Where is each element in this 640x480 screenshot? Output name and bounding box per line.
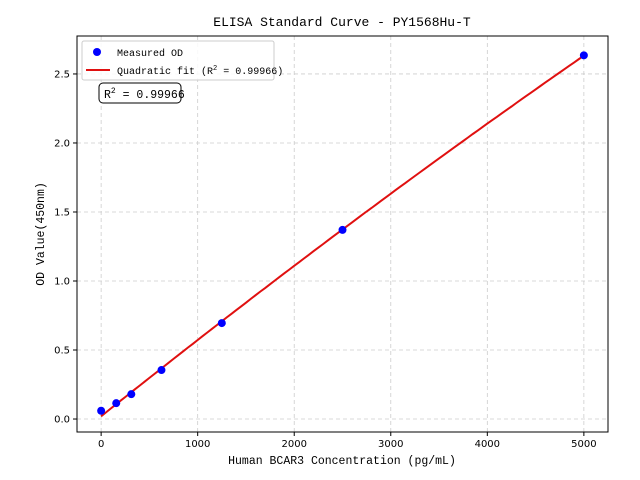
r2-text: R2 = 0.99966 (104, 87, 185, 102)
legend-fit-prefix: Quadratic fit (R (117, 66, 213, 78)
x-tick-label: 2000 (282, 439, 307, 450)
legend: Measured OD Quadratic fit (R2 = 0.99966) (81, 40, 283, 81)
legend-box (81, 40, 275, 81)
x-axis-label: Human BCAR3 Concentration (pg/mL) (228, 455, 456, 468)
data-point (157, 366, 166, 375)
x-tick-label: 4000 (475, 439, 500, 450)
x-tick-label: 3000 (378, 439, 403, 450)
legend-fit-sup: 2 (213, 65, 217, 73)
data-point (97, 406, 106, 415)
y-tick-label: 2.5 (54, 69, 70, 80)
y-tick-label: 0.0 (54, 415, 70, 426)
fit-line (100, 54, 585, 418)
plot-frame (76, 35, 609, 433)
x-tick-label: 1000 (185, 439, 210, 450)
y-tick-label: 0.5 (54, 346, 70, 357)
marks (97, 51, 588, 418)
r2-sup: 2 (111, 87, 116, 96)
data-point (217, 319, 226, 328)
grid (77, 36, 608, 432)
r2-prefix: R (104, 89, 111, 102)
legend-label-fit: Quadratic fit (R2 = 0.99966) (117, 65, 283, 78)
data-point (127, 390, 136, 399)
r2-box (98, 82, 182, 104)
x-tick-label: 5000 (571, 439, 596, 450)
y-tick-label: 1.5 (54, 207, 70, 218)
y-tick-label: 2.0 (54, 138, 70, 149)
r2-annotation: R2 = 0.99966 (98, 82, 185, 104)
legend-label-measured: Measured OD (117, 48, 183, 60)
chart-title: ELISA Standard Curve - PY1568Hu-T (213, 15, 471, 30)
legend-fit-suffix: = 0.99966) (217, 66, 283, 78)
legend-marker-measured (93, 48, 101, 56)
data-point (338, 225, 347, 234)
y-axis-label: OD Value(450nm) (35, 182, 48, 286)
y-tick-label: 1.0 (54, 276, 70, 287)
ticks: 0 1000 2000 3000 4000 5000 0.0 0.5 1.0 1.5 2.0 2.5 (54, 69, 596, 450)
x-tick-label: 0 (98, 439, 104, 450)
data-point (112, 399, 121, 408)
r2-suffix: = 0.99966 (116, 89, 185, 102)
data-point (579, 51, 588, 60)
